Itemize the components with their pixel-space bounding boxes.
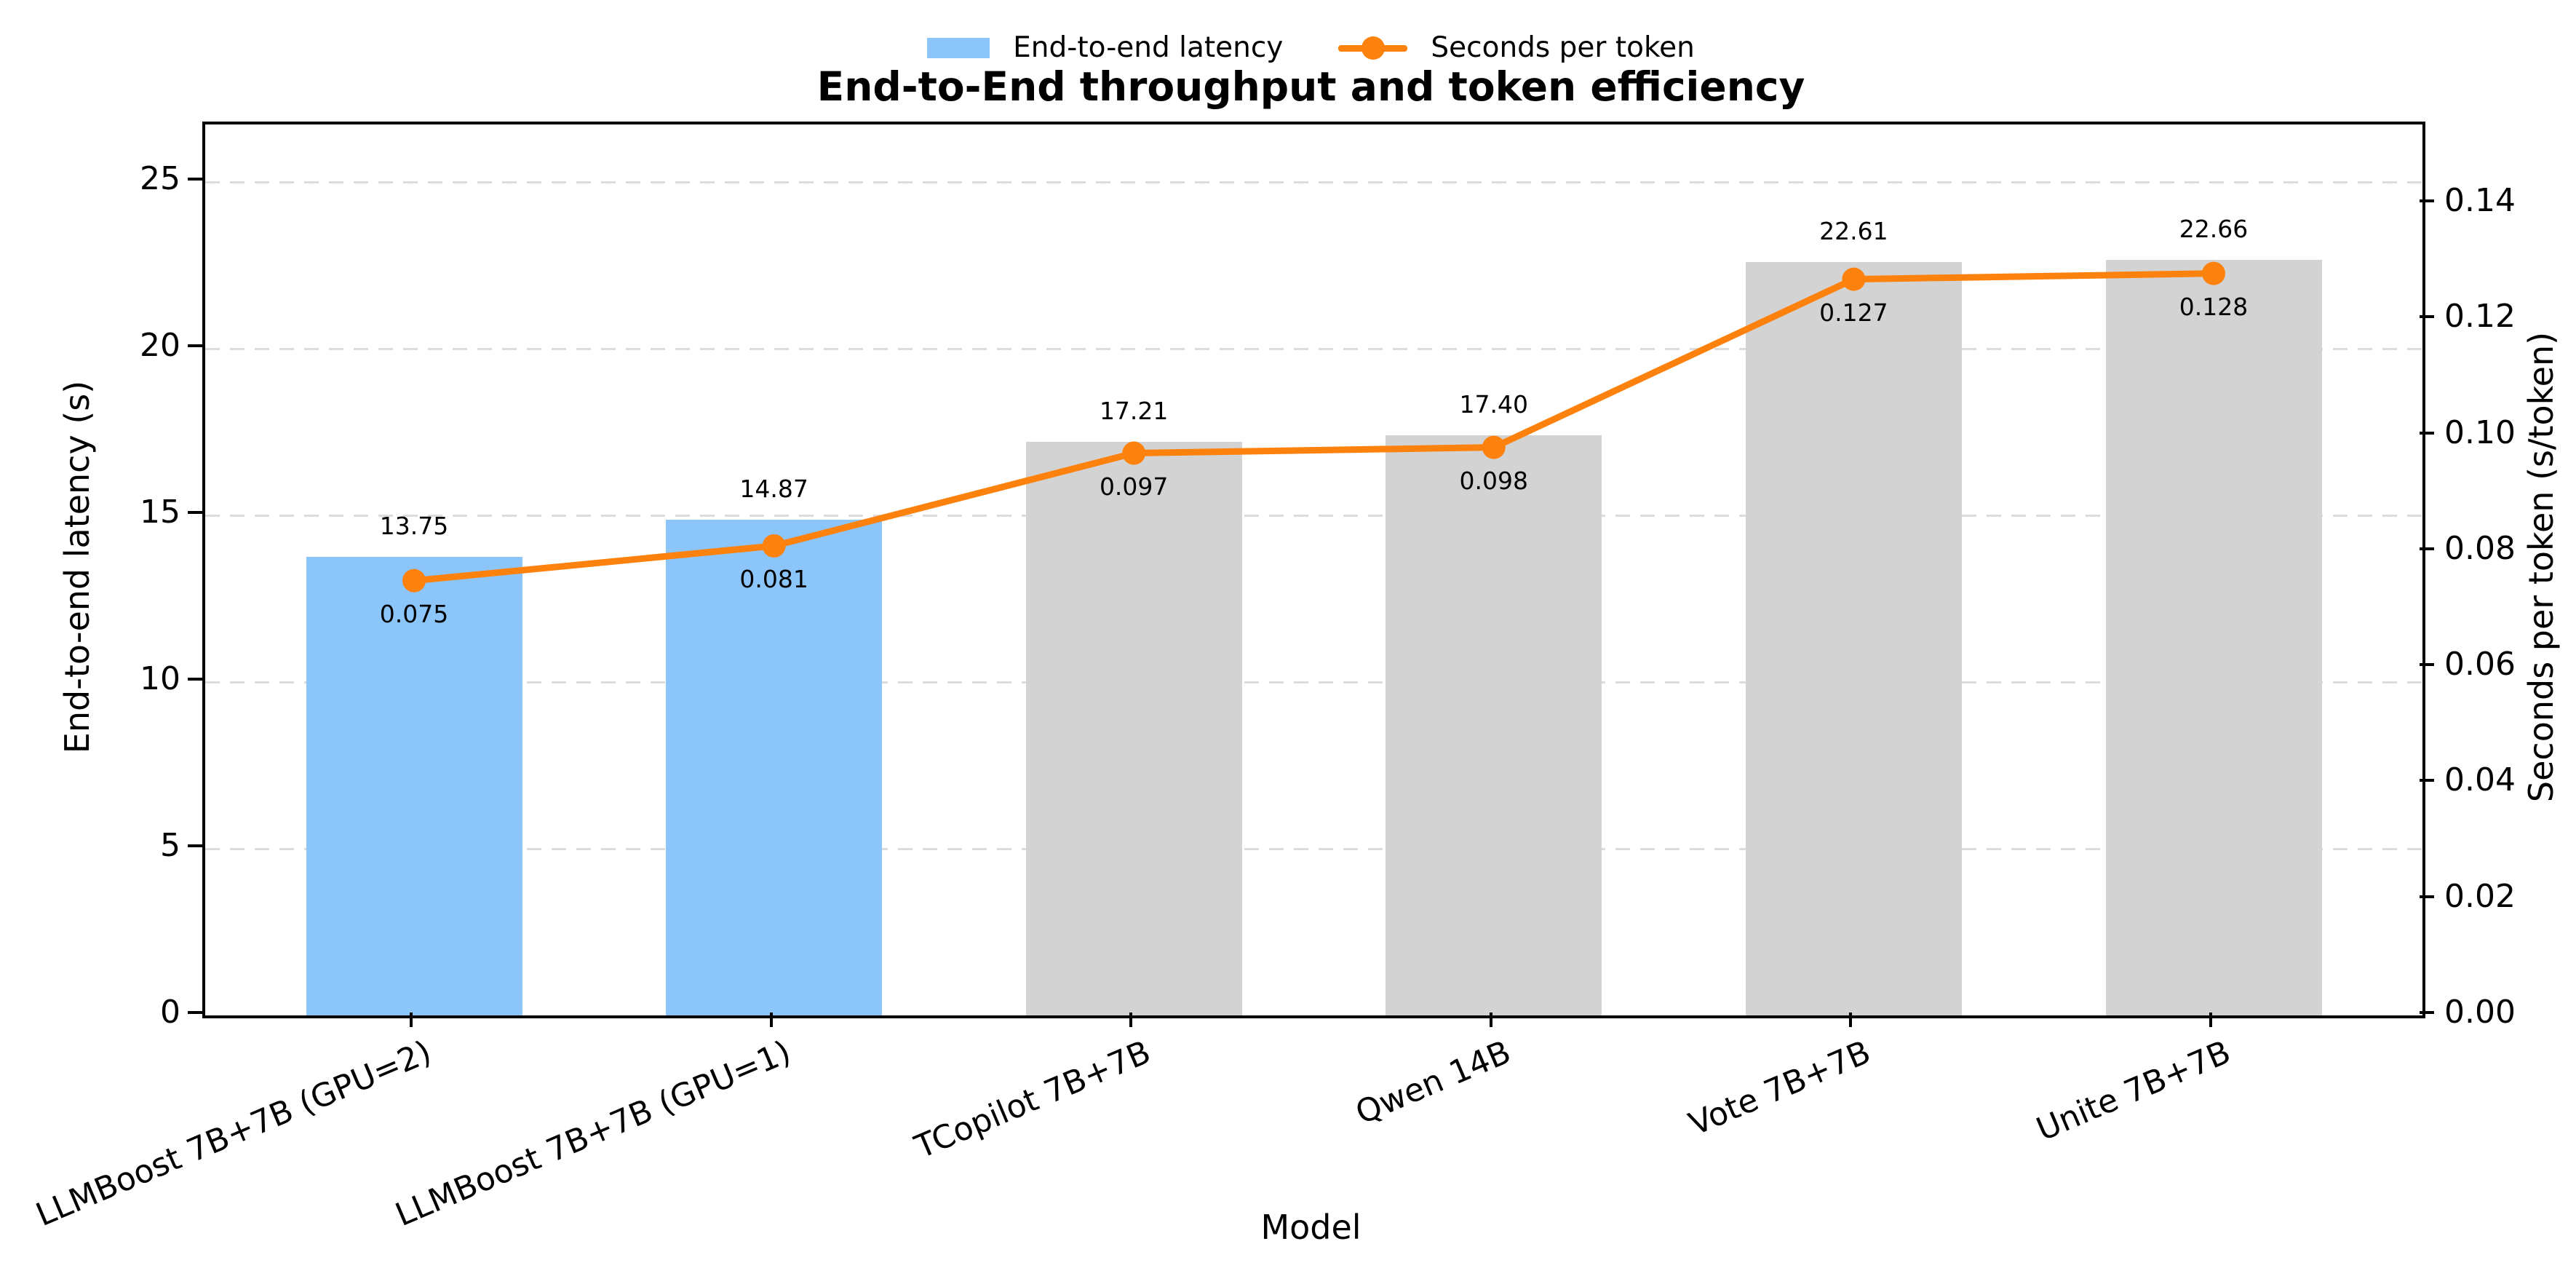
left-tick-label-15: 15 [140, 494, 180, 531]
bar-Vote 7B+7B [1745, 261, 1962, 1015]
right-tick-label-0.12: 0.12 [2444, 298, 2516, 336]
left-tick-label-20: 20 [140, 327, 180, 365]
left-tick-25 [188, 178, 202, 181]
right-tick-0.10 [2420, 431, 2434, 435]
left-tick-label-10: 10 [140, 660, 180, 698]
line-marker-icon [1361, 36, 1385, 60]
right-tick-0.02 [2420, 895, 2434, 898]
bar-TCopilot 7B+7B [1025, 441, 1242, 1015]
chart-title: End-to-End throughput and token efficien… [816, 63, 1805, 110]
bar-value-label-Vote 7B+7B: 22.61 [1819, 216, 1888, 245]
line-value-label-Unite 7B+7B: 0.128 [2179, 292, 2249, 321]
y-axis-label-right: Seconds per token (s/token) [2521, 331, 2561, 803]
right-tick-label-0.10: 0.10 [2444, 413, 2516, 451]
legend-item-latency: End-to-end latency [927, 26, 1283, 70]
legend-item-seconds-per-token: Seconds per token [1338, 26, 1695, 70]
legend-label-seconds-per-token: Seconds per token [1431, 31, 1695, 64]
bar-value-label-Unite 7B+7B: 22.66 [2179, 215, 2249, 244]
plot-area: 13.75 14.87 17.21 17.40 22.61 22.66 0.075 0.081… [202, 122, 2425, 1018]
left-tick-5 [188, 844, 202, 848]
bar-value-label-LLMBoost 7B+7B (GPU=1): 14.87 [739, 475, 808, 504]
gridline-y25 [205, 181, 2422, 183]
line-value-label-Vote 7B+7B: 0.127 [1819, 298, 1888, 327]
bar-Unite 7B+7B [2105, 260, 2322, 1015]
right-tick-label-0.04: 0.04 [2444, 761, 2516, 799]
x-tick-Vote 7B+7B [1849, 1013, 1853, 1027]
left-tick-label-25: 25 [140, 160, 180, 198]
x-tick-LLMBoost 7B+7B (GPU=1) [769, 1013, 773, 1027]
x-tick-Qwen 14B [1489, 1013, 1492, 1027]
bar-value-label-TCopilot 7B+7B: 17.21 [1099, 396, 1169, 425]
left-tick-20 [188, 344, 202, 348]
x-tick-LLMBoost 7B+7B (GPU=2) [410, 1013, 413, 1027]
right-tick-0.04 [2420, 779, 2434, 782]
left-tick-label-0: 0 [160, 994, 180, 1031]
legend: End-to-end latency Seconds per token [202, 26, 2420, 70]
bar-LLMBoost 7B+7B (GPU=1) [666, 520, 883, 1015]
x-tick-Unite 7B+7B [2209, 1013, 2212, 1027]
right-tick-0.12 [2420, 315, 2434, 319]
bar-Qwen 14B [1386, 435, 1602, 1015]
x-tick-label-Unite 7B+7B: Unite 7B+7B [2031, 1033, 2236, 1149]
x-tick-label-Qwen 14B: Qwen 14B [1350, 1033, 1516, 1132]
right-tick-label-0.02: 0.02 [2444, 877, 2516, 915]
right-tick-0.14 [2420, 199, 2434, 203]
bar-value-label-LLMBoost 7B+7B (GPU=2): 13.75 [379, 512, 449, 541]
right-tick-label-0.06: 0.06 [2444, 646, 2516, 683]
y-axis-label-left: End-to-end latency (s) [57, 380, 97, 754]
seconds-per-token-line-swatch [1338, 36, 1408, 60]
bar-value-label-Qwen 14B: 17.40 [1459, 390, 1529, 419]
latency-bar-swatch [927, 38, 990, 58]
bar-LLMBoost 7B+7B (GPU=2) [306, 557, 522, 1015]
x-axis-label: Model [1260, 1208, 1361, 1247]
gridline-y5 [205, 847, 2422, 850]
left-tick-label-5: 5 [160, 827, 180, 865]
right-tick-label-0.14: 0.14 [2444, 182, 2516, 220]
left-tick-15 [188, 511, 202, 515]
right-tick-0.00 [2420, 1011, 2434, 1014]
line-value-label-Qwen 14B: 0.098 [1459, 466, 1529, 495]
legend-label-latency: End-to-end latency [1013, 31, 1284, 64]
line-value-label-LLMBoost 7B+7B (GPU=1): 0.081 [739, 564, 808, 593]
left-tick-10 [188, 678, 202, 681]
x-tick-label-Vote 7B+7B: Vote 7B+7B [1684, 1033, 1877, 1144]
line-value-label-LLMBoost 7B+7B (GPU=2): 0.075 [379, 599, 449, 628]
x-tick-TCopilot 7B+7B [1129, 1013, 1133, 1027]
seconds-per-token-line [402, 261, 2225, 593]
right-tick-label-0.00: 0.00 [2444, 994, 2516, 1031]
right-tick-0.06 [2420, 663, 2434, 667]
left-tick-0 [188, 1011, 202, 1014]
right-tick-label-0.08: 0.08 [2444, 529, 2516, 567]
line-value-label-TCopilot 7B+7B: 0.097 [1099, 472, 1169, 501]
right-tick-0.08 [2420, 547, 2434, 550]
gridline-y20 [205, 347, 2422, 350]
gridline-y10 [205, 681, 2422, 683]
gridline-y15 [205, 514, 2422, 517]
x-tick-label-TCopilot 7B+7B: TCopilot 7B+7B [910, 1033, 1156, 1166]
